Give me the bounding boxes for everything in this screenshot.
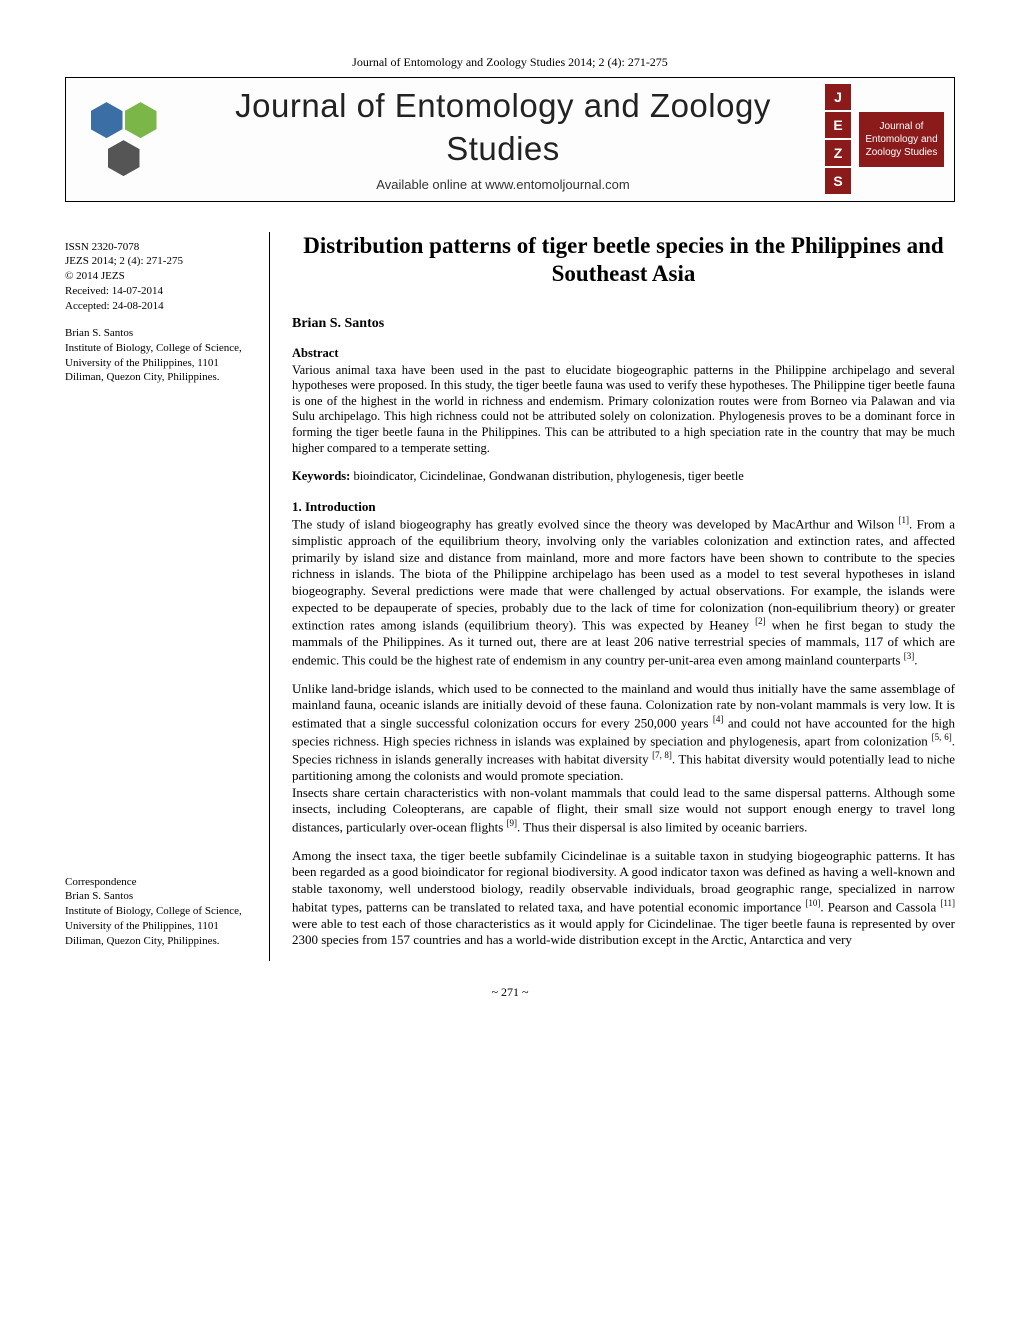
journal-url: Available online at www.entomoljournal.c… bbox=[181, 177, 825, 194]
received-date: Received: 14-07-2014 bbox=[65, 284, 251, 299]
jezs-letter: J bbox=[825, 84, 851, 110]
jezs-letter: E bbox=[825, 112, 851, 138]
copyright: © 2014 JEZS bbox=[65, 269, 251, 284]
keywords-label: Keywords: bbox=[292, 469, 350, 483]
author-name: Brian S. Santos bbox=[292, 315, 955, 333]
journal-banner: Journal of Entomology and Zoology Studie… bbox=[65, 77, 955, 202]
journal-logo bbox=[76, 87, 171, 192]
journal-title: Journal of Entomology and Zoology Studie… bbox=[181, 85, 825, 171]
correspondence-affiliation: Institute of Biology, College of Science… bbox=[65, 904, 251, 949]
jezs-letter: S bbox=[825, 168, 851, 194]
citation: JEZS 2014; 2 (4): 271-275 bbox=[65, 254, 251, 269]
main-content: Distribution patterns of tiger beetle sp… bbox=[270, 232, 955, 961]
hex-icon bbox=[125, 102, 157, 138]
intro-paragraph-2: Unlike land-bridge islands, which used t… bbox=[292, 681, 955, 836]
running-header: Journal of Entomology and Zoology Studie… bbox=[65, 55, 955, 71]
keywords: Keywords: bioindicator, Cicindelinae, Go… bbox=[292, 468, 955, 484]
intro-paragraph-3: Among the insect taxa, the tiger beetle … bbox=[292, 848, 955, 949]
jezs-letter: Z bbox=[825, 140, 851, 166]
sidebar-author: Brian S. Santos bbox=[65, 326, 251, 341]
intro-heading: 1. Introduction bbox=[292, 499, 376, 514]
correspondence-label: Correspondence bbox=[65, 875, 251, 890]
keywords-text: bioindicator, Cicindelinae, Gondwanan di… bbox=[353, 469, 743, 483]
hex-icon bbox=[108, 140, 140, 176]
accepted-date: Accepted: 24-08-2014 bbox=[65, 299, 251, 314]
abstract-label: Abstract bbox=[292, 345, 955, 361]
page-number: ~ 271 ~ bbox=[65, 985, 955, 1001]
hex-icon bbox=[91, 102, 123, 138]
abstract-text: Various animal taxa have been used in th… bbox=[292, 363, 955, 457]
article-title: Distribution patterns of tiger beetle sp… bbox=[292, 232, 955, 290]
issn: ISSN 2320-7078 bbox=[65, 240, 251, 255]
intro-paragraph-1: 1. Introduction The study of island biog… bbox=[292, 499, 955, 669]
sidebar-affiliation: Institute of Biology, College of Science… bbox=[65, 341, 251, 386]
jezs-badge: J E Z S Journal of Entomology and Zoolog… bbox=[825, 84, 944, 194]
correspondence-name: Brian S. Santos bbox=[65, 889, 251, 904]
sidebar: ISSN 2320-7078 JEZS 2014; 2 (4): 271-275… bbox=[65, 232, 270, 961]
jezs-caption: Journal of Entomology and Zoology Studie… bbox=[859, 112, 944, 167]
